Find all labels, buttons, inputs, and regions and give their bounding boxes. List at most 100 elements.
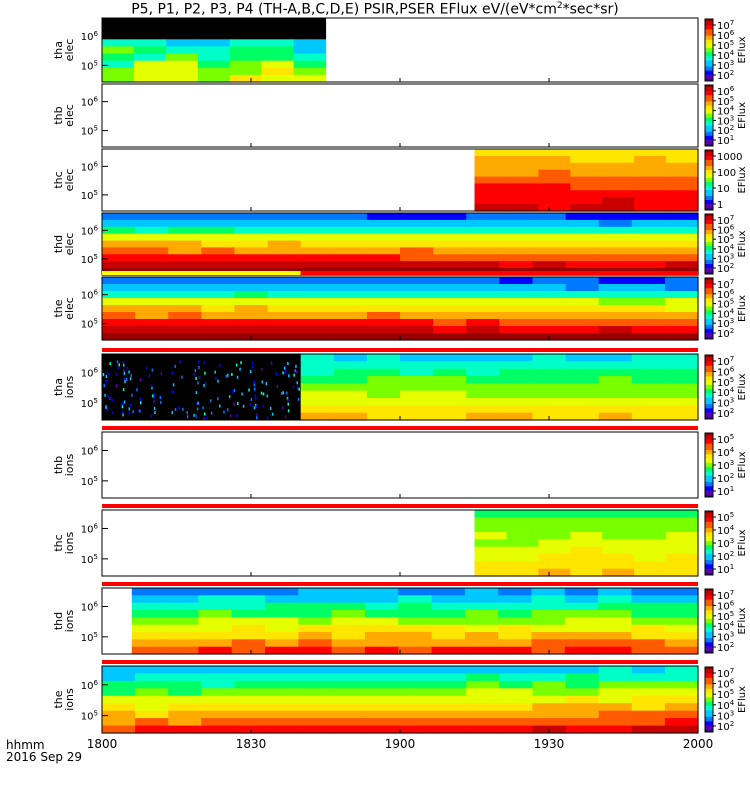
- colorbar-segment: [705, 125, 713, 129]
- y-tick-label: 105: [81, 318, 98, 331]
- heatmap-cell: [538, 524, 571, 533]
- colorbar-segment: [705, 115, 713, 118]
- heatmap-cell: [565, 298, 600, 306]
- heatmap-cell: [499, 361, 533, 370]
- sparse-mark: [235, 363, 238, 367]
- colorbar-segment: [705, 355, 713, 358]
- sparse-mark: [203, 360, 205, 364]
- colorbar-tick-label: 1000: [717, 152, 742, 163]
- colorbar-segment: [705, 410, 713, 413]
- colorbar-segment: [705, 623, 713, 626]
- heatmap-cell: [506, 546, 539, 555]
- colorbar-tick-label: 105: [717, 433, 734, 446]
- colorbar-segment: [705, 306, 713, 309]
- heatmap-cell: [201, 261, 235, 269]
- heatmap-cell: [565, 718, 600, 727]
- heatmap-cell: [102, 298, 136, 306]
- heatmap-cell: [598, 398, 633, 406]
- sparse-mark: [126, 366, 129, 370]
- heatmap-cell: [133, 53, 167, 62]
- heatmap-cell: [474, 554, 507, 562]
- heatmap-cell: [474, 532, 507, 540]
- heatmap-cell: [267, 226, 302, 235]
- heatmap-cell: [267, 254, 302, 262]
- heatmap-cell: [229, 25, 263, 33]
- heatmap-cell: [466, 390, 500, 399]
- heatmap-cell: [431, 602, 466, 611]
- colorbar-tick-label: 105: [717, 39, 734, 52]
- colorbar-segment: [705, 671, 713, 674]
- heatmap-cell: [538, 176, 571, 185]
- heatmap-cell: [102, 710, 136, 719]
- heatmap-cell: [433, 361, 467, 370]
- y-tick-label: 105: [81, 125, 98, 138]
- heatmap-cell: [234, 673, 269, 682]
- heatmap-cell: [433, 688, 467, 697]
- heatmap-cell: [366, 673, 401, 682]
- heatmap-cell: [135, 233, 169, 242]
- heatmap-cell: [531, 639, 566, 648]
- colorbar-segment: [705, 300, 713, 303]
- colorbar-segment: [705, 547, 713, 550]
- heatmap-cell: [565, 361, 600, 370]
- heatmap-cell: [466, 673, 500, 682]
- heatmap-cell: [564, 624, 599, 633]
- heatmap-cell: [135, 247, 169, 255]
- heatmap-cell: [499, 376, 533, 384]
- heatmap-cell: [229, 32, 263, 40]
- heatmap-cell: [532, 695, 567, 704]
- heatmap-cell: [168, 725, 202, 734]
- heatmap-cell: [598, 284, 633, 292]
- heatmap-cell: [466, 305, 500, 313]
- colorbar-segment: [705, 188, 713, 191]
- sparse-mark: [285, 391, 288, 395]
- heatmap-cell: [499, 673, 533, 682]
- colorbar-segment: [705, 234, 713, 237]
- colorbar-segment: [705, 608, 713, 611]
- heatmap-cell: [498, 646, 533, 655]
- heatmap-cell: [400, 718, 434, 727]
- colorbar-segment: [705, 686, 713, 690]
- heatmap-cell: [474, 524, 507, 533]
- heatmap-cell: [400, 354, 434, 362]
- heatmap-cell: [570, 176, 603, 185]
- heatmap-cell: [532, 673, 567, 682]
- heatmap-cell: [631, 639, 666, 648]
- heatmap-cell: [300, 695, 335, 704]
- heatmap-cell: [400, 703, 434, 712]
- colorbar-segment: [705, 716, 713, 720]
- heatmap-cell: [634, 183, 667, 191]
- heatmap-cell: [564, 639, 599, 648]
- colorbar-segment: [705, 304, 713, 307]
- sparse-mark: [225, 374, 228, 378]
- colorbar-segment: [705, 76, 713, 80]
- colorbar-segment: [705, 278, 713, 281]
- heatmap-cell: [400, 326, 434, 334]
- heatmap-cell: [300, 376, 335, 384]
- heatmap-cell: [398, 624, 433, 633]
- sparse-mark: [249, 370, 252, 373]
- heatmap-cell: [666, 532, 699, 540]
- colorbar-tick-label: 105: [717, 511, 734, 524]
- heatmap-cell: [506, 539, 539, 548]
- heatmap-cell: [631, 398, 666, 406]
- heatmap-cell: [499, 254, 533, 262]
- colorbar-segment: [705, 439, 713, 442]
- heatmap-cell: [234, 319, 269, 327]
- sparse-mark: [171, 411, 173, 415]
- heatmap-cell: [300, 368, 335, 377]
- heatmap-cell: [333, 247, 368, 255]
- heatmap-cell: [364, 624, 399, 633]
- colorbar-segment: [705, 248, 713, 251]
- heatmap-cell: [168, 305, 202, 313]
- heatmap-cell: [498, 602, 533, 611]
- heatmap-cell: [474, 510, 507, 518]
- heatmap-cell: [466, 219, 500, 228]
- heatmap-cell: [197, 18, 231, 26]
- heatmap-cell: [261, 74, 295, 83]
- heatmap-cell: [331, 595, 366, 604]
- heatmap-cell: [135, 695, 169, 704]
- heatmap-cell: [102, 305, 136, 313]
- y-tick-label: 106: [81, 224, 99, 237]
- heatmap-cell: [538, 532, 571, 540]
